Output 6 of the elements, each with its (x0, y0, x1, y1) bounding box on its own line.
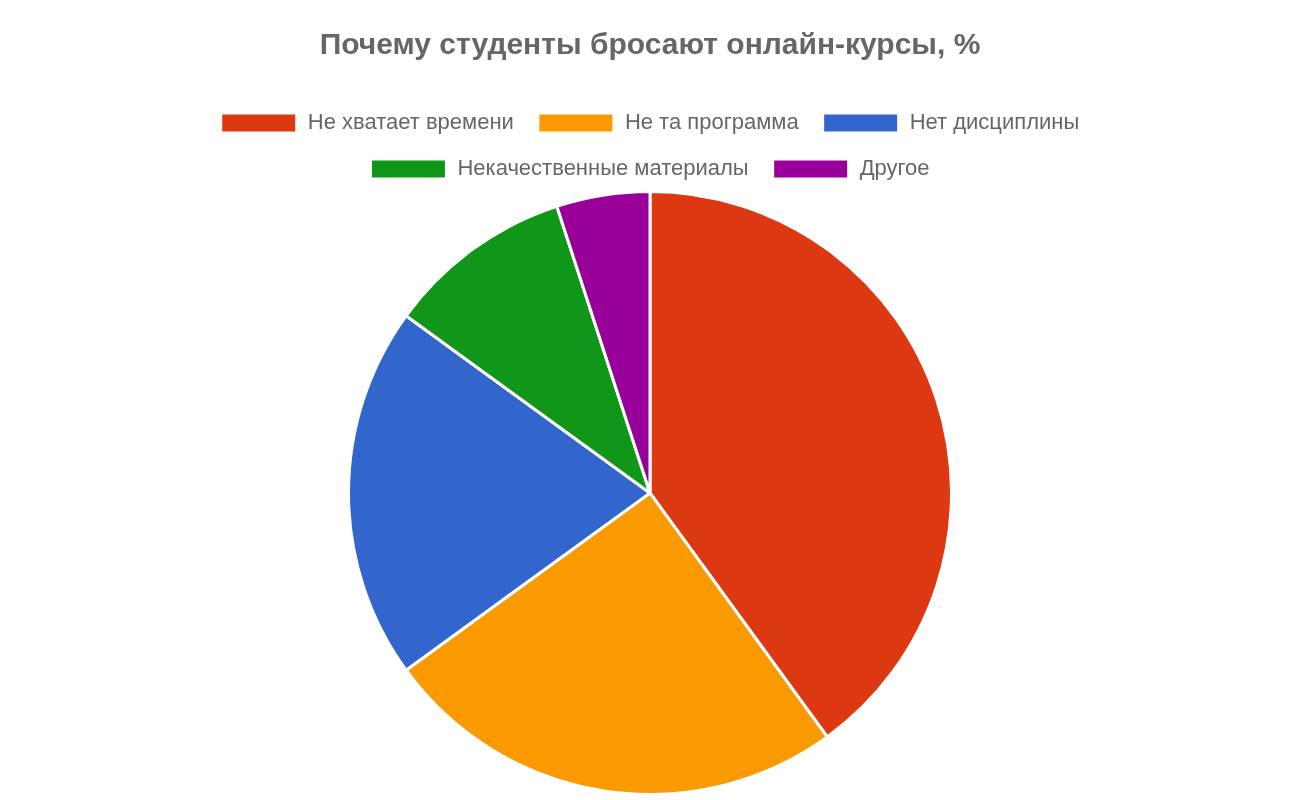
chart-title: Почему студенты бросают онлайн-курсы, % (319, 27, 981, 61)
legend-label: Не хватает времени (307, 109, 514, 135)
legend-label: Некачественные материалы (457, 155, 749, 181)
legend-label: Не та программа (624, 109, 800, 135)
legend-label: Нет дисциплины (909, 109, 1080, 135)
legend-label: Другое (859, 155, 930, 181)
